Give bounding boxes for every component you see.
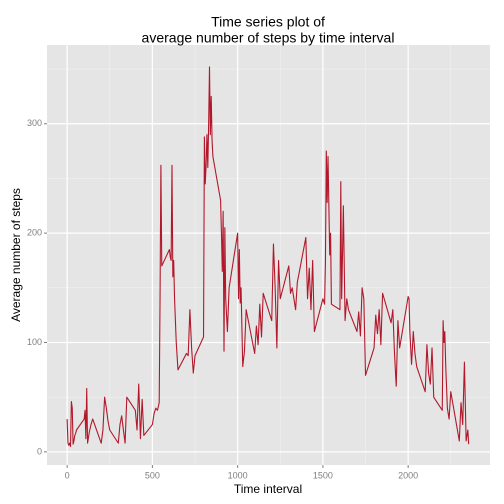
chart-title: average number of steps by time interval [142,30,395,46]
x-tick-label: 1500 [313,470,333,480]
y-tick-label: 200 [27,228,42,238]
y-tick-label: 100 [27,337,42,347]
chart-title: Time series plot of [211,14,325,30]
y-tick-label: 0 [37,446,42,456]
grid [47,45,490,465]
x-axis-label: Time interval [234,482,302,496]
y-axis-label: Average number of steps [9,188,23,322]
x-tick-label: 1000 [228,470,248,480]
data-line [66,66,470,447]
x-tick-label: 2000 [398,470,418,480]
y-tick-label: 300 [27,118,42,128]
x-tick-label: 500 [145,470,160,480]
marks [66,66,470,447]
x-tick-label: 0 [65,470,70,480]
panel [47,45,490,465]
